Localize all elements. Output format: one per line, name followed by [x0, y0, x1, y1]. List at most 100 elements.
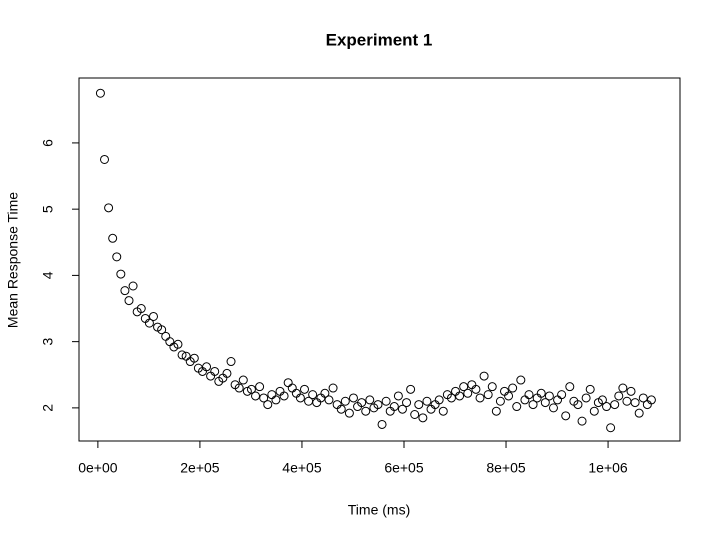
data-point [144, 318, 154, 328]
data-point [365, 395, 375, 405]
data-point [544, 391, 554, 401]
data-point [597, 395, 607, 405]
data-point [434, 395, 444, 405]
y-axis-label: Mean Response Time [5, 192, 21, 328]
data-point [630, 398, 640, 408]
data-point [389, 402, 399, 412]
data-point [585, 384, 595, 394]
x-tick-label: 8e+05 [486, 460, 526, 476]
data-point [528, 400, 538, 410]
data-point [520, 395, 530, 405]
data-point [238, 375, 248, 385]
data-point [418, 413, 428, 423]
data-point [504, 391, 514, 401]
data-point [553, 395, 563, 405]
data-point [557, 390, 567, 400]
y-tick-label: 3 [40, 338, 56, 346]
data-point [381, 396, 391, 406]
data-point [234, 383, 244, 393]
data-point [646, 395, 656, 405]
data-point [495, 396, 505, 406]
y-tick-label: 4 [40, 271, 56, 279]
data-point [610, 400, 620, 410]
data-point [300, 384, 310, 394]
data-point [536, 388, 546, 398]
data-point [226, 357, 236, 367]
data-point [283, 378, 293, 388]
x-tick-label: 1e+06 [588, 460, 628, 476]
data-point [308, 390, 318, 400]
data-point [475, 393, 485, 403]
data-point [581, 393, 591, 403]
data-point [120, 286, 130, 296]
x-tick-label: 0e+00 [78, 460, 118, 476]
data-point [259, 393, 269, 403]
data-point [361, 406, 371, 416]
data-point [242, 386, 252, 396]
data-point [479, 371, 489, 381]
data-point [255, 382, 265, 392]
x-tick-label: 6e+05 [384, 460, 424, 476]
data-point [487, 382, 497, 392]
y-tick-label: 6 [40, 139, 56, 147]
data-point [324, 395, 334, 405]
data-point [606, 423, 616, 433]
x-tick-label: 4e+05 [282, 460, 322, 476]
data-point [638, 393, 648, 403]
data-point [446, 393, 456, 403]
data-point [336, 404, 346, 414]
data-point [279, 391, 289, 401]
data-point [124, 296, 134, 306]
data-point [210, 366, 220, 376]
data-point [414, 400, 424, 410]
data-point [406, 384, 416, 394]
data-point [618, 383, 628, 393]
data-point [136, 304, 146, 314]
data-point [622, 396, 632, 406]
data-point [516, 375, 526, 385]
data-point [491, 406, 501, 416]
data-point [271, 395, 281, 405]
data-point [157, 325, 167, 335]
data-point [565, 382, 575, 392]
data-point [295, 393, 305, 403]
data-point [438, 406, 448, 416]
data-point [561, 411, 571, 421]
data-point [148, 311, 158, 321]
data-point [614, 391, 624, 401]
data-point [626, 386, 636, 396]
data-point [577, 416, 587, 426]
chart-title: Experiment 1 [326, 30, 433, 49]
data-point [357, 398, 367, 408]
data-point [287, 383, 297, 393]
data-point [393, 391, 403, 401]
data-point [463, 388, 473, 398]
data-point [320, 388, 330, 398]
data-point [173, 339, 183, 349]
y-tick-label: 5 [40, 205, 56, 213]
data-point [397, 404, 407, 414]
data-point [344, 408, 354, 418]
data-point [177, 350, 187, 360]
data-point [483, 390, 493, 400]
data-point [348, 393, 358, 403]
y-tick-label: 2 [40, 404, 56, 412]
data-point [189, 353, 199, 363]
data-point [589, 406, 599, 416]
data-point [328, 383, 338, 393]
data-point [524, 390, 534, 400]
data-point [373, 400, 383, 410]
data-point [165, 337, 175, 347]
data-point [634, 408, 644, 418]
data-point [108, 233, 118, 243]
x-axis-label: Time (ms) [348, 502, 410, 518]
data-point [540, 398, 550, 408]
data-point [512, 402, 522, 412]
data-point [104, 203, 114, 213]
x-tick-label: 2e+05 [180, 460, 220, 476]
data-point [100, 154, 110, 164]
data-point [422, 396, 432, 406]
data-point [202, 362, 212, 372]
